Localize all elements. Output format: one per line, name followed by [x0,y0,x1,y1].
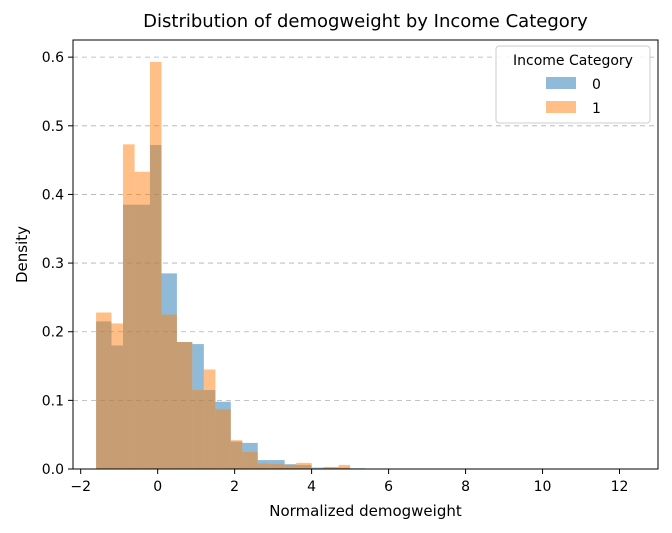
x-tick-label: 10 [534,479,552,495]
bar-series-1 [203,369,216,469]
axis-ticks: −2 0 2 4 6 8 10 120.00.10.20.30.40.50.6 [42,50,629,495]
bar-series-1 [123,144,135,469]
legend-label-1: 1 [592,101,601,117]
y-tick-label: 0.4 [42,187,64,203]
legend-swatch-0 [546,77,576,89]
x-tick-label: 8 [461,479,470,495]
chart-title: Distribution of demogweight by Income Ca… [143,11,588,32]
bar-series-1 [323,466,339,469]
bar-series-0 [311,467,324,469]
y-axis-label: Density [13,226,31,283]
y-tick-label: 0.5 [42,119,64,135]
bar-series-1 [338,464,351,469]
bar-series-1 [96,312,112,469]
bar-series-1 [257,463,270,469]
legend-label-0: 0 [592,77,601,93]
bar-series-1 [230,440,243,469]
legend-swatch-1 [546,101,576,113]
x-tick-label: 12 [611,479,629,495]
x-tick-label: 2 [230,479,239,495]
bar-series-1 [215,409,231,469]
x-tick-label: 6 [384,479,393,495]
y-tick-label: 0.2 [42,325,64,341]
legend-entries: 01 [546,77,601,117]
y-tick-label: 0.3 [42,256,64,272]
bar-series-1 [111,323,124,469]
legend: Income Category 01 [495,45,651,124]
bar-series-1 [161,314,177,469]
bar-series-1 [176,342,193,469]
x-tick-label: −2 [70,479,91,495]
x-axis-label: Normalized demogweight [269,502,462,520]
bar-series-1 [149,61,162,469]
legend-title: Income Category [513,53,633,69]
bar-series-1 [284,464,297,469]
x-tick-label: 0 [153,479,162,495]
y-tick-label: 0.0 [42,462,64,478]
plot-frame [72,39,659,470]
y-tick-label: 0.6 [42,50,64,66]
bar-series-1 [269,464,285,469]
bar-series-1 [296,462,312,469]
bars [96,61,366,469]
bar-series-1 [192,390,204,469]
bar-series-1 [134,171,150,469]
y-tick-label: 0.1 [42,393,64,409]
x-tick-label: 4 [307,479,316,495]
bar-series-1 [242,451,258,469]
